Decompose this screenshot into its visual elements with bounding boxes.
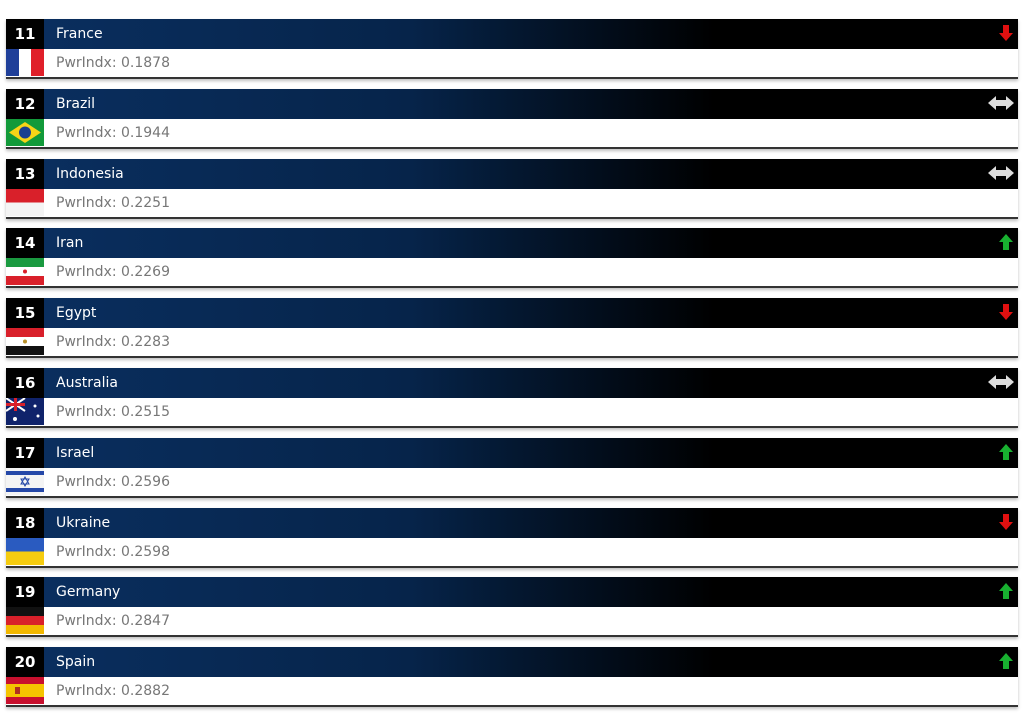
rank: 11 <box>6 19 44 49</box>
flag <box>6 398 44 425</box>
rank: 12 <box>6 88 44 119</box>
trend-arrow-up <box>999 583 1013 600</box>
country-name: Spain <box>56 654 96 671</box>
row-header: 18 Ukraine <box>6 507 1018 538</box>
rank: 17 <box>6 437 44 468</box>
flag <box>6 677 44 705</box>
rank: 18 <box>6 507 44 538</box>
rank: 14 <box>6 228 44 259</box>
rank: 20 <box>6 647 44 678</box>
flag <box>6 607 44 635</box>
country-name: Iran <box>56 235 84 252</box>
row-header: 13 Indonesia <box>6 158 1018 189</box>
trend-arrow-down <box>999 513 1013 530</box>
flag <box>6 118 44 146</box>
country-name: France <box>56 26 103 42</box>
ranking-row: 20 Spain PwrIndx: 0.2882 <box>6 647 1018 708</box>
country-name: Egypt <box>56 305 97 322</box>
power-index: PwrIndx: 0.2515 <box>56 404 170 420</box>
flag <box>6 258 44 286</box>
rank: 13 <box>6 158 44 189</box>
trend-arrow-up <box>999 653 1013 670</box>
ranking-row: 13 Indonesia PwrIndx: 0.2251 <box>6 158 1018 219</box>
rank: 19 <box>6 577 44 608</box>
ranking-row: 19 Germany PwrIndx: 0.2847 <box>6 577 1018 638</box>
row-header: 12 Brazil <box>6 88 1018 119</box>
flag <box>6 467 44 495</box>
country-name: Germany <box>56 584 121 601</box>
rank: 15 <box>6 298 44 329</box>
row-header: 11 France <box>6 19 1018 49</box>
power-index: PwrIndx: 0.2847 <box>56 613 170 630</box>
power-index: PwrIndx: 0.2596 <box>56 473 170 490</box>
ranking-row: 12 Brazil PwrIndx: 0.1944 <box>6 88 1018 149</box>
ranking-row: 15 Egypt PwrIndx: 0.2283 <box>6 298 1018 359</box>
row-header: 20 Spain <box>6 647 1018 678</box>
trend-arrow-up <box>999 234 1013 251</box>
trend-arrow-down <box>999 25 1013 41</box>
power-index: PwrIndx: 0.1944 <box>56 124 170 141</box>
country-name: Israel <box>56 444 95 461</box>
row-header: 16 Australia <box>6 368 1018 398</box>
power-index: PwrIndx: 0.2882 <box>56 683 170 700</box>
power-index: PwrIndx: 0.1878 <box>56 55 170 71</box>
flag <box>6 49 44 76</box>
power-index: PwrIndx: 0.2598 <box>56 543 170 560</box>
country-name: Ukraine <box>56 514 111 531</box>
country-name: Brazil <box>56 95 96 112</box>
ranking-row: 16 Australia PwrIndx: 0.2515 <box>6 368 1018 428</box>
trend-arrow-same <box>988 165 1014 180</box>
flag <box>6 328 44 356</box>
country-name: Australia <box>56 375 118 391</box>
country-name: Indonesia <box>56 165 124 182</box>
trend-arrow-same <box>988 95 1014 110</box>
flag <box>6 188 44 216</box>
ranking-row: 18 Ukraine PwrIndx: 0.2598 <box>6 507 1018 568</box>
trend-arrow-up <box>999 443 1013 460</box>
trend-arrow-down <box>999 304 1013 321</box>
rank: 16 <box>6 368 44 398</box>
row-header: 15 Egypt <box>6 298 1018 329</box>
power-index: PwrIndx: 0.2283 <box>56 334 170 351</box>
ranking-row: 14 Iran PwrIndx: 0.2269 <box>6 228 1018 289</box>
power-index: PwrIndx: 0.2251 <box>56 194 170 211</box>
flag <box>6 537 44 565</box>
power-index: PwrIndx: 0.2269 <box>56 264 170 281</box>
ranking-row: 17 Israel PwrIndx: 0.2596 <box>6 437 1018 498</box>
row-header: 19 Germany <box>6 577 1018 608</box>
row-header: 17 Israel <box>6 437 1018 468</box>
ranking-row: 11 France PwrIndx: 0.1878 <box>6 19 1018 79</box>
trend-arrow-same <box>988 375 1014 389</box>
row-header: 14 Iran <box>6 228 1018 259</box>
